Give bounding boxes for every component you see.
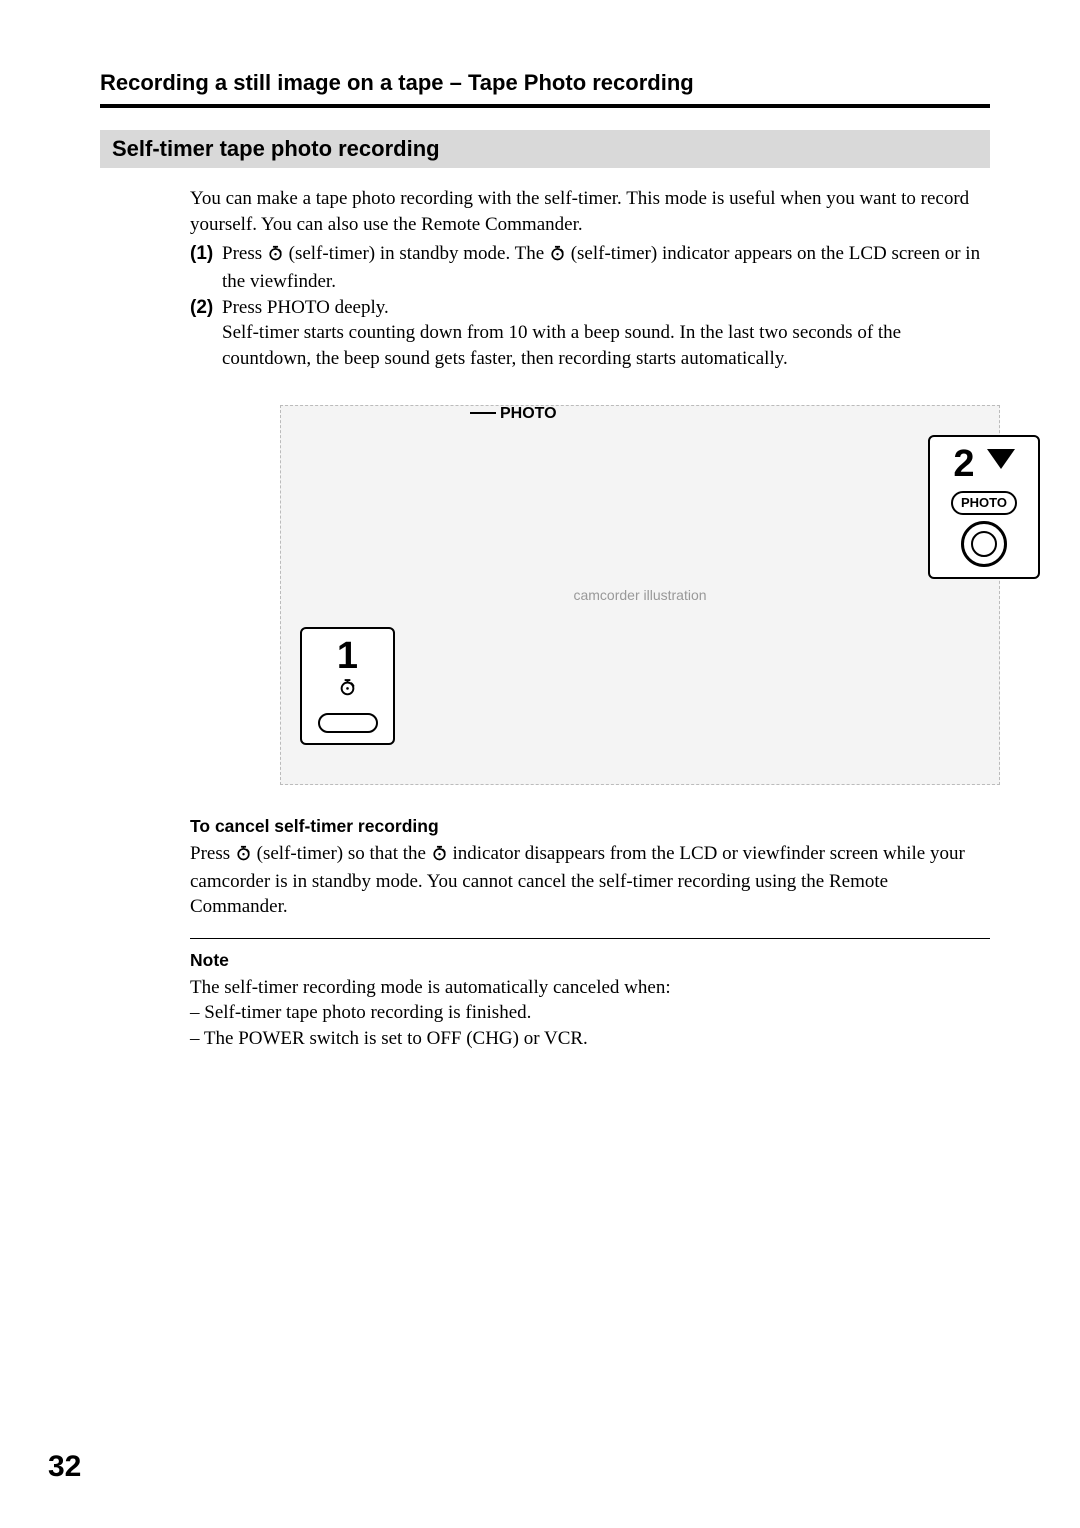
callout-1: 1: [300, 627, 395, 746]
self-timer-icon: [267, 243, 284, 269]
step-text: Press (self-timer) in standby mode. The …: [222, 241, 990, 294]
photo-label: PHOTO: [500, 403, 557, 425]
text-fragment: Press: [190, 843, 235, 864]
text-fragment: (self-timer) in standby mode. The: [289, 243, 549, 264]
callout-number: 1: [337, 637, 358, 675]
step-text: Press PHOTO deeply.: [222, 295, 990, 321]
figure: camcorder illustration PHOTO 1 2 PHOTO: [280, 405, 1000, 785]
step-number: (2): [190, 295, 222, 321]
photo-pill-label: PHOTO: [951, 491, 1017, 515]
step-continuation: Self-timer starts counting down from 10 …: [222, 320, 990, 371]
down-arrow-icon: [987, 449, 1015, 469]
step-2: (2) Press PHOTO deeply.: [190, 295, 990, 321]
self-timer-icon: [549, 243, 566, 269]
photo-button-graphic: [961, 521, 1007, 567]
page-title: Recording a still image on a tape – Tape…: [100, 70, 990, 108]
note-item: – The POWER switch is set to OFF (CHG) o…: [190, 1026, 990, 1052]
step-1: (1) Press (self-timer) in standby mode. …: [190, 241, 990, 294]
page-number: 32: [48, 1450, 81, 1484]
step-number: (1): [190, 241, 222, 294]
callout-2: 2 PHOTO: [928, 435, 1040, 579]
key-button-graphic: [318, 713, 378, 733]
note-item: – Self-timer tape photo recording is fin…: [190, 1000, 990, 1026]
note-heading: Note: [190, 949, 990, 973]
callout-number: 2: [953, 445, 974, 483]
intro-paragraph: You can make a tape photo recording with…: [190, 186, 990, 237]
cancel-text: Press (self-timer) so that the indicator…: [190, 841, 990, 920]
self-timer-icon: [431, 843, 448, 869]
self-timer-icon: [338, 677, 357, 704]
divider: [190, 938, 990, 939]
text-fragment: Press: [222, 243, 267, 264]
section-heading: Self-timer tape photo recording: [100, 130, 990, 168]
text-fragment: (self-timer) so that the: [257, 843, 431, 864]
note-lead: The self-timer recording mode is automat…: [190, 975, 990, 1001]
cancel-heading: To cancel self-timer recording: [190, 815, 990, 839]
self-timer-icon: [235, 843, 252, 869]
body-content: You can make a tape photo recording with…: [190, 186, 990, 1052]
